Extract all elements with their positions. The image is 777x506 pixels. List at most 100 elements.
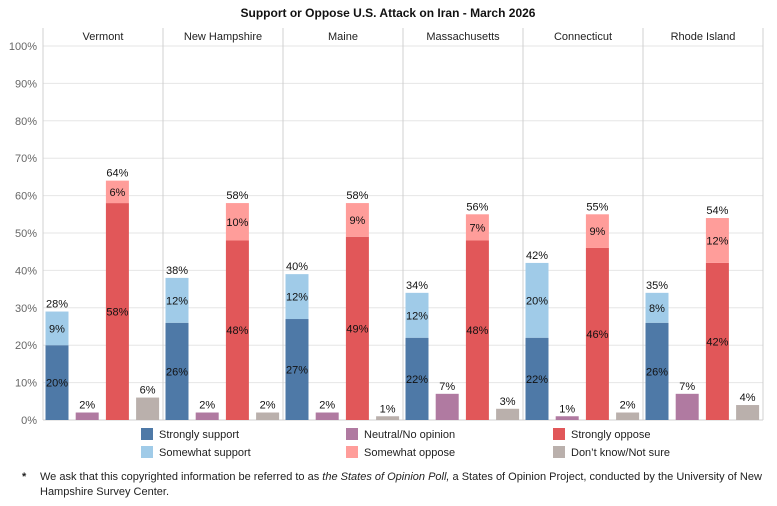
chart-title: Support or Oppose U.S. Attack on Iran - … xyxy=(241,6,536,20)
total-label: 7% xyxy=(679,381,695,393)
data-label: 48% xyxy=(226,325,248,337)
total-label: 56% xyxy=(466,201,488,213)
total-label: 38% xyxy=(166,265,188,277)
y-tick-label: 10% xyxy=(15,378,37,390)
total-label: 40% xyxy=(286,261,308,273)
data-label: 22% xyxy=(526,374,548,386)
total-label: 58% xyxy=(226,190,248,202)
bar-segment xyxy=(285,274,309,320)
bar-segment xyxy=(256,412,280,420)
footnote-marker: * xyxy=(22,471,27,483)
data-label: 22% xyxy=(406,374,428,386)
data-label: 12% xyxy=(406,310,428,322)
y-tick-label: 0% xyxy=(21,415,37,427)
y-tick-label: 60% xyxy=(15,191,37,203)
bar-segment xyxy=(225,203,249,241)
y-tick-label: 20% xyxy=(15,340,37,352)
total-label: 4% xyxy=(740,392,756,404)
bar-segment xyxy=(345,203,369,237)
data-label: 7% xyxy=(469,222,485,234)
data-label: 12% xyxy=(166,295,188,307)
bar-segment xyxy=(285,319,309,420)
total-label: 2% xyxy=(199,400,215,412)
bar-segment xyxy=(705,262,729,420)
total-label: 2% xyxy=(260,400,276,412)
y-tick-label: 40% xyxy=(15,265,37,277)
panel-label: Vermont xyxy=(83,31,124,43)
bar-segment xyxy=(165,322,189,420)
bar-segment xyxy=(105,203,129,420)
bar-segment xyxy=(645,292,669,323)
legend-label: Don’t know/Not sure xyxy=(571,447,670,459)
data-label: 10% xyxy=(226,217,248,229)
y-tick-label: 70% xyxy=(15,153,37,165)
total-label: 6% xyxy=(140,385,156,397)
y-tick-label: 30% xyxy=(15,303,37,315)
total-label: 7% xyxy=(439,381,455,393)
legend-label: Somewhat oppose xyxy=(364,447,455,459)
bar-segment xyxy=(45,345,69,420)
legend-swatch xyxy=(141,428,153,440)
total-label: 2% xyxy=(620,400,636,412)
data-label: 58% xyxy=(106,307,128,319)
total-label: 3% xyxy=(500,396,516,408)
footnote-italic: the States of Opinion Poll, xyxy=(322,471,450,483)
total-label: 35% xyxy=(646,280,668,292)
total-label: 42% xyxy=(526,250,548,262)
panel-label: Rhode Island xyxy=(671,31,736,43)
data-label: 12% xyxy=(706,235,728,247)
bar-segment xyxy=(705,218,729,263)
bar-segment xyxy=(736,405,760,420)
data-label: 9% xyxy=(49,323,65,335)
footnote-suffix: a States of Opinion Project, conducted b… xyxy=(40,471,762,498)
data-label: 6% xyxy=(109,187,125,199)
bar-segment xyxy=(45,311,69,346)
footnote-prefix: We ask that this copyrighted information… xyxy=(40,471,323,483)
bar-segment xyxy=(525,262,549,338)
bar-segment xyxy=(195,412,219,420)
data-label: 42% xyxy=(706,336,728,348)
total-label: 28% xyxy=(46,299,68,311)
y-tick-label: 100% xyxy=(9,41,37,53)
legend-swatch xyxy=(141,446,153,458)
bar-segment xyxy=(75,412,99,420)
data-label: 26% xyxy=(166,366,188,378)
footnote-text: We ask that this copyrighted information… xyxy=(40,470,762,500)
y-tick-label: 50% xyxy=(15,228,37,240)
data-label: 20% xyxy=(46,378,68,390)
bar-segment xyxy=(465,240,489,420)
bar-segment xyxy=(315,412,339,420)
total-label: 1% xyxy=(380,403,396,415)
footnote: * We ask that this copyrighted informati… xyxy=(22,470,762,500)
legend-swatch xyxy=(346,428,358,440)
data-label: 8% xyxy=(649,303,665,315)
data-label: 12% xyxy=(286,292,308,304)
bar-segment xyxy=(376,416,400,420)
total-label: 58% xyxy=(346,190,368,202)
bar-segment xyxy=(555,416,579,420)
total-label: 34% xyxy=(406,280,428,292)
bar-segment xyxy=(405,337,429,420)
bar-segment xyxy=(616,412,640,420)
legend-label: Strongly oppose xyxy=(571,429,651,441)
bar-segment xyxy=(136,397,160,420)
bar-segment xyxy=(345,236,369,420)
legend-swatch xyxy=(553,428,565,440)
bar-segment xyxy=(165,277,189,323)
panel-label: Massachusetts xyxy=(426,31,500,43)
panel-label: Maine xyxy=(328,31,358,43)
total-label: 54% xyxy=(706,205,728,217)
bar-segment xyxy=(496,408,520,420)
data-label: 9% xyxy=(589,226,605,238)
legend-swatch xyxy=(346,446,358,458)
data-label: 9% xyxy=(349,215,365,227)
data-label: 26% xyxy=(646,366,668,378)
y-tick-label: 80% xyxy=(15,116,37,128)
data-label: 46% xyxy=(586,329,608,341)
bar-segment xyxy=(525,337,549,420)
panel-label: New Hampshire xyxy=(184,31,262,43)
y-tick-label: 90% xyxy=(15,78,37,90)
panel-label: Connecticut xyxy=(554,31,612,43)
total-label: 2% xyxy=(79,400,95,412)
